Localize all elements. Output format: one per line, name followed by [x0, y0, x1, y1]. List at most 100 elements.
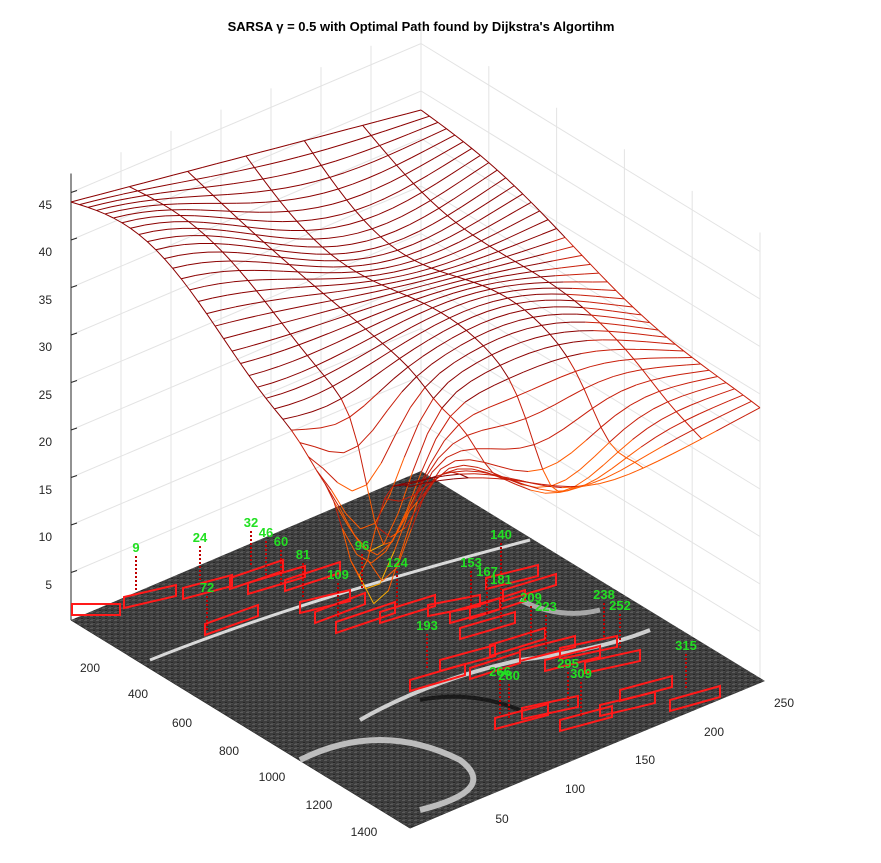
- surface-line: [473, 281, 483, 286]
- surface-line: [523, 365, 539, 373]
- surface-line: [555, 485, 571, 488]
- surface-line: [413, 183, 423, 193]
- surface-line: [212, 195, 222, 204]
- z-tick: [70, 237, 78, 241]
- surface-line: [231, 155, 247, 161]
- surface-line: [387, 275, 403, 280]
- surface-line: [455, 213, 471, 223]
- surface-line: [719, 388, 735, 395]
- surface-line: [436, 337, 453, 348]
- path-cell: [469, 650, 521, 681]
- surface-line: [320, 423, 336, 429]
- surface-line: [269, 236, 285, 239]
- surface-line: [433, 149, 450, 159]
- surface-line: [615, 290, 625, 300]
- surface-line: [477, 260, 493, 267]
- surface-line: [251, 253, 267, 256]
- surface-line: [189, 285, 205, 291]
- surface-line: [294, 382, 310, 390]
- surface-line: [742, 394, 752, 402]
- surface-line: [489, 324, 505, 332]
- x-tick-labels: 200 400 600 800 1000 1200 1400: [80, 661, 378, 839]
- surface-line: [342, 232, 358, 237]
- surface-line: [363, 304, 379, 311]
- surface-line: [419, 324, 436, 334]
- surface-line: [594, 441, 610, 457]
- surface-line: [447, 215, 457, 223]
- surface-line: [257, 382, 273, 388]
- surface-line: [268, 270, 284, 272]
- surface-line: [247, 279, 263, 281]
- surface-line: [658, 391, 669, 403]
- surface-line: [341, 528, 352, 561]
- surface-line: [146, 194, 155, 201]
- surface-line: [573, 476, 590, 488]
- surface-line: [420, 243, 436, 251]
- surface-line: [350, 328, 366, 337]
- surface-line: [476, 288, 491, 294]
- surface-line: [615, 404, 631, 416]
- surface-line: [218, 281, 234, 285]
- surface-line: [372, 280, 382, 286]
- surface-line: [255, 234, 265, 243]
- surface-line: [659, 386, 675, 392]
- x-tick-label: 400: [128, 687, 148, 701]
- surface-line: [441, 222, 457, 232]
- surface-line: [580, 294, 596, 297]
- surface-line: [298, 344, 308, 356]
- surface-line: [401, 208, 417, 218]
- surface-line: [222, 251, 238, 254]
- surface-line: [348, 219, 364, 225]
- surface-line: [666, 336, 676, 345]
- surface-line: [599, 322, 615, 325]
- surface-line: [315, 358, 331, 367]
- x-tick-label: 200: [80, 661, 100, 675]
- waypoint-label: 315: [675, 638, 697, 653]
- waypoint-label: 252: [609, 598, 631, 613]
- surface-line: [213, 194, 228, 196]
- surface-line: [464, 228, 474, 236]
- surface-line: [610, 348, 626, 351]
- surface-line: [498, 251, 507, 257]
- surface-line: [229, 210, 239, 220]
- surface-line: [379, 145, 389, 156]
- path-cell: [544, 644, 601, 673]
- surface-line: [100, 190, 115, 195]
- surface-line: [336, 335, 352, 344]
- surface-line: [508, 378, 518, 397]
- surface-line: [617, 439, 633, 453]
- surface-line: [356, 269, 371, 273]
- surface-line: [555, 274, 570, 277]
- surface-line: [355, 204, 370, 211]
- surface-line: [484, 194, 500, 205]
- surface-line: [329, 172, 345, 178]
- surface-line: [736, 400, 752, 409]
- surface-line: [193, 251, 209, 254]
- surface-line: [573, 246, 583, 256]
- x-tick-label: 800: [219, 744, 239, 758]
- surface-line: [290, 328, 306, 335]
- surface-line: [657, 329, 668, 338]
- surface-line: [214, 243, 229, 245]
- surface-line: [297, 271, 307, 280]
- surface-line: [394, 133, 409, 141]
- surface-line: [211, 228, 227, 232]
- surface-line: [248, 370, 264, 377]
- surface-line: [565, 469, 581, 481]
- z-gridline: [70, 232, 761, 442]
- surface-line: [379, 550, 395, 585]
- waypoint-label: 140: [490, 527, 512, 542]
- surface-line: [400, 299, 416, 306]
- surface-line: [123, 190, 138, 195]
- surface-line: [542, 462, 558, 470]
- surface-line: [451, 329, 467, 339]
- value-surface: [70, 109, 761, 605]
- path-cell: [502, 572, 557, 603]
- surface-line: [488, 162, 498, 171]
- surface-line: [79, 200, 95, 206]
- surface-line: [413, 283, 428, 289]
- surface-line: [209, 216, 224, 219]
- z-tick-label: 35: [39, 293, 53, 307]
- surface-line: [339, 307, 350, 316]
- surface-line: [471, 468, 487, 473]
